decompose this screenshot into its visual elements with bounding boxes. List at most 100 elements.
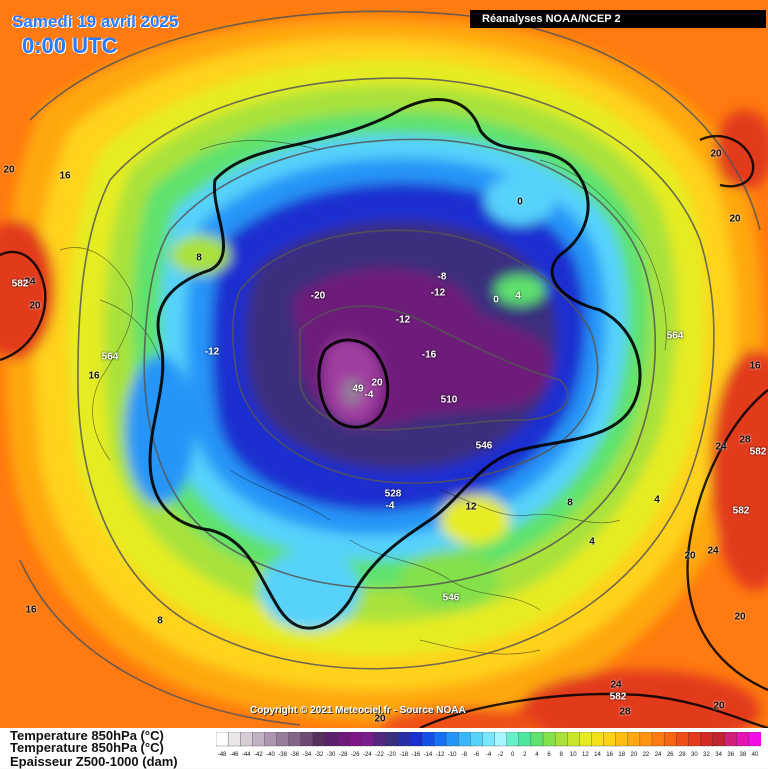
colorbar-tick-label: 6 bbox=[547, 752, 551, 758]
colorbar-tick-label: -30 bbox=[327, 752, 336, 758]
colorbar-tick-label: 12 bbox=[582, 752, 589, 758]
colorbar-tick-label: -36 bbox=[290, 752, 299, 758]
colorbar-tick-label: -42 bbox=[254, 752, 263, 758]
colorbar-swatch bbox=[397, 732, 411, 747]
colorbar-tick-label: -46 bbox=[230, 752, 239, 758]
copyright-notice: Copyright © 2021 Meteociel.fr - Source N… bbox=[250, 705, 466, 716]
map-time-title: 0:00 UTC bbox=[22, 33, 118, 58]
colorbar-swatch bbox=[349, 732, 362, 747]
colorbar-tick-label: 0 bbox=[511, 752, 515, 758]
green-patch-east bbox=[495, 275, 545, 305]
colorbar-swatch bbox=[264, 732, 277, 747]
colorbar-tick-label: -40 bbox=[266, 752, 275, 758]
warm-blob-west bbox=[0, 220, 55, 360]
colorbar-swatch bbox=[324, 732, 338, 747]
colorbar-tick-label: -24 bbox=[363, 752, 372, 758]
colorbar-swatch bbox=[530, 732, 544, 747]
map-date-title: Samedi 19 avril 2025 bbox=[12, 12, 179, 31]
colorbar-swatch bbox=[458, 732, 471, 747]
colorbar-tick-label: -38 bbox=[278, 752, 287, 758]
colorbar-tick-label: 16 bbox=[606, 752, 613, 758]
colorbar-swatch bbox=[494, 732, 508, 747]
colorbar-swatch bbox=[361, 732, 374, 747]
legend-temperature-label-repeat: Temperature 850hPa (°C) bbox=[10, 740, 164, 755]
colorbar-swatch bbox=[433, 732, 447, 747]
colorbar-swatch bbox=[700, 732, 714, 747]
colorbar-tick-label: 34 bbox=[715, 752, 722, 758]
temperature-map bbox=[0, 0, 768, 728]
colorbar-swatch bbox=[409, 732, 423, 747]
colorbar-tick-label: -34 bbox=[302, 752, 311, 758]
colorbar-swatch bbox=[312, 732, 326, 747]
colorbar-swatch bbox=[724, 732, 738, 747]
warm-patch-southeast bbox=[440, 495, 510, 545]
warm-blob-northeast bbox=[715, 110, 768, 190]
colorbar-tick-label: -20 bbox=[387, 752, 396, 758]
colorbar-tick-label: 30 bbox=[691, 752, 698, 758]
legend-temperature-label: Temperature 850hPa (°C) bbox=[10, 728, 164, 743]
colorbar-swatch bbox=[240, 732, 253, 747]
legend-thickness-label: Epaisseur Z500-1000 (dam) bbox=[10, 754, 178, 769]
colorbar-tick-label: -16 bbox=[411, 752, 420, 758]
colorbar-swatch bbox=[627, 732, 641, 747]
colorbar-tick-label: -48 bbox=[218, 752, 227, 758]
colorbar-tick-label: -28 bbox=[339, 752, 348, 758]
colorbar-tick-label: -4 bbox=[486, 752, 492, 758]
colorbar-swatch bbox=[227, 732, 241, 747]
colorbar-swatch bbox=[651, 732, 665, 747]
colorbar-tick-label: -32 bbox=[315, 752, 324, 758]
colorbar-swatch bbox=[470, 732, 483, 747]
colorbar-tick-label: 36 bbox=[727, 752, 734, 758]
colorbar-swatch bbox=[663, 732, 677, 747]
cold-lobe-northeast bbox=[485, 175, 555, 225]
colorbar-swatch bbox=[276, 732, 290, 747]
warm-blob-southwest bbox=[380, 707, 540, 728]
colorbar-tick-label: -2 bbox=[498, 752, 504, 758]
colorbar-swatch bbox=[373, 732, 387, 747]
colorbar-swatch bbox=[216, 732, 229, 747]
colorbar-tick-label: -8 bbox=[462, 752, 468, 758]
colorbar-swatch bbox=[567, 732, 580, 747]
colorbar-swatch bbox=[336, 732, 350, 747]
coastlines bbox=[59, 140, 667, 655]
colorbar-tick-label: 18 bbox=[618, 752, 625, 758]
colorbar-tick-label: -10 bbox=[448, 752, 457, 758]
colorbar-tick-label: -6 bbox=[474, 752, 480, 758]
colorbar-tick-label: 4 bbox=[535, 752, 539, 758]
colorbar-tick-label: 10 bbox=[570, 752, 577, 758]
colorbar-swatch bbox=[591, 732, 605, 747]
colorbar-tick-label: -18 bbox=[399, 752, 408, 758]
colorbar-swatch bbox=[518, 732, 532, 747]
colorbar-swatch bbox=[300, 732, 314, 747]
colorbar-tick-label: 8 bbox=[559, 752, 563, 758]
colorbar-tick-label: 24 bbox=[655, 752, 662, 758]
colorbar-swatch bbox=[688, 732, 701, 747]
colorbar-swatch bbox=[506, 732, 520, 747]
colorbar-tick-label: 40 bbox=[752, 752, 759, 758]
colorbar-tick-label: -12 bbox=[436, 752, 445, 758]
colorbar-tick-label: 32 bbox=[703, 752, 710, 758]
colorbar-swatch bbox=[385, 732, 399, 747]
colorbar-tick-label: 2 bbox=[523, 752, 527, 758]
colorbar-tick-label: 20 bbox=[630, 752, 637, 758]
colorbar-swatch bbox=[676, 732, 689, 747]
colorbar-swatch bbox=[603, 732, 617, 747]
colorbar-swatch bbox=[639, 732, 653, 747]
colorbar-swatch bbox=[421, 732, 435, 747]
colorbar-tick-label: -14 bbox=[424, 752, 433, 758]
colorbar-swatch bbox=[579, 732, 592, 747]
colorbar-tick-label: -26 bbox=[351, 752, 360, 758]
colorbar-swatch bbox=[445, 732, 459, 747]
colorbar-tick-label: -22 bbox=[375, 752, 384, 758]
cold-lobe-west bbox=[125, 355, 195, 505]
source-banner: Réanalyses NOAA/NCEP 2 bbox=[470, 10, 766, 28]
temperature-colorbar: -48 -46 -44 -42 -40 -38 -36 -34 -32 -30 -28 -26 -24-… bbox=[216, 732, 761, 758]
colorbar-tick-label: 26 bbox=[667, 752, 674, 758]
colorbar-tick-label: -44 bbox=[242, 752, 251, 758]
colorbar-swatch bbox=[288, 732, 302, 747]
colorbar-swatch bbox=[615, 732, 629, 747]
warm-blob-east bbox=[710, 350, 768, 590]
colorbar-tick-label: 28 bbox=[679, 752, 686, 758]
colorbar-swatch bbox=[542, 732, 556, 747]
colorbar-swatch bbox=[748, 732, 761, 747]
